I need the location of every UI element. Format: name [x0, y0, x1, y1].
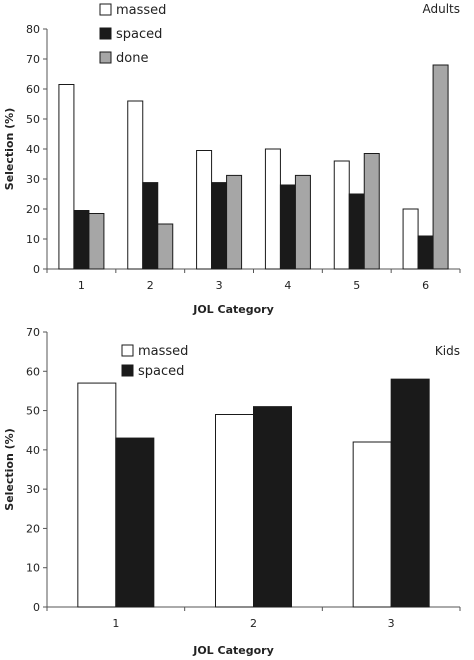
- y-tick-label: 60: [26, 365, 40, 378]
- y-tick-label: 40: [26, 444, 40, 457]
- y-tick-label: 70: [26, 326, 40, 339]
- bar-massed: [402, 208, 419, 270]
- bar-done: [226, 174, 243, 270]
- y-tick-label: 20: [26, 203, 40, 216]
- panel-title: Kids: [435, 344, 460, 358]
- bar-massed: [127, 100, 144, 270]
- bar-massed: [352, 441, 392, 608]
- legend-label-massed: massed: [138, 344, 188, 359]
- y-tick-label: 20: [26, 522, 40, 535]
- x-tick-label: 3: [216, 279, 223, 292]
- legend-label-done: done: [116, 51, 148, 66]
- bar-massed: [58, 84, 75, 270]
- y-tick-label: 40: [26, 143, 40, 156]
- y-tick-label: 50: [26, 113, 40, 126]
- y-tick-label: 0: [33, 263, 40, 276]
- x-tick-label: 3: [388, 617, 395, 630]
- bar-massed: [77, 382, 117, 608]
- bar-massed: [196, 150, 213, 270]
- y-tick-label: 10: [26, 562, 40, 575]
- x-tick-label: 2: [250, 617, 257, 630]
- bar-done: [294, 174, 311, 270]
- legend-label-spaced: spaced: [116, 27, 162, 42]
- y-tick-label: 80: [26, 23, 40, 36]
- y-tick-label: 10: [26, 233, 40, 246]
- kids-chart: Kids 0 10 20 30 40 50 60 70 1 2 3 JOL Category Select…: [3, 326, 461, 657]
- bar-spaced: [390, 378, 430, 608]
- bar-massed: [215, 414, 254, 608]
- bar-done: [432, 64, 449, 270]
- legend-swatch-spaced: [99, 27, 112, 40]
- legend-swatch-massed: [121, 344, 134, 357]
- y-tick-label: 60: [26, 83, 40, 96]
- legend-label-spaced: spaced: [138, 364, 184, 379]
- adults-chart: Adults 0 10 20 30 40 50 60 70 80 1 2 3 4 5 6 JOL Categor…: [3, 2, 461, 316]
- y-axis-title: Selection (%): [3, 428, 16, 510]
- legend-swatch-done: [99, 51, 112, 64]
- bar-done: [88, 213, 105, 270]
- bar-spaced: [73, 210, 90, 270]
- bar-spaced: [115, 437, 155, 608]
- legend-swatch-massed: [99, 3, 112, 16]
- bar-spaced: [142, 182, 159, 270]
- bar-spaced: [348, 193, 365, 270]
- bar-massed: [264, 148, 281, 270]
- panel-title: Adults: [422, 2, 460, 16]
- bar-massed: [333, 160, 350, 270]
- x-tick-label: 4: [284, 279, 291, 292]
- bar-spaced: [253, 406, 292, 608]
- x-tick-label: 1: [112, 617, 119, 630]
- x-tick-label: 1: [78, 279, 85, 292]
- x-tick-label: 2: [147, 279, 154, 292]
- x-tick-label: 5: [353, 279, 360, 292]
- bar-spaced: [417, 235, 434, 270]
- y-tick-label: 0: [33, 601, 40, 614]
- y-tick-label: 70: [26, 53, 40, 66]
- y-tick-label: 50: [26, 405, 40, 418]
- x-tick-label: 6: [422, 279, 429, 292]
- legend-label-massed: massed: [116, 3, 166, 18]
- legend-swatch-spaced: [121, 364, 134, 377]
- x-axis-title: JOL Category: [192, 644, 274, 657]
- x-axis-title: JOL Category: [192, 303, 274, 316]
- y-axis-title: Selection (%): [3, 108, 16, 190]
- bar-done: [363, 153, 380, 270]
- y-tick-label: 30: [26, 173, 40, 186]
- bar-spaced: [279, 184, 296, 270]
- bar-done: [157, 223, 174, 270]
- bar-spaced: [211, 182, 228, 270]
- y-tick-label: 30: [26, 483, 40, 496]
